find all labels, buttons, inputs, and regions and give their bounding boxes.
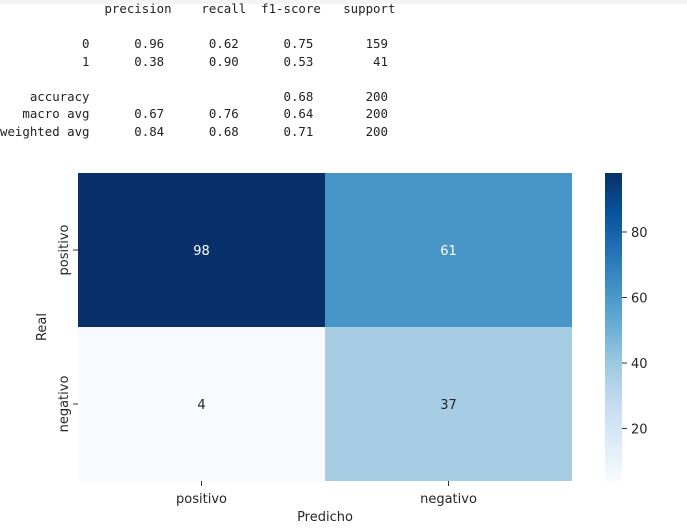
report-cell: 0.53 <box>238 53 314 69</box>
top-border <box>0 0 687 4</box>
heatmap-cell-negativo-positivo <box>78 327 325 481</box>
classification-report: precision recall f1-score support 0 0.96… <box>0 0 395 140</box>
report-cell: 0.71 <box>238 123 314 139</box>
report-row-label: 0 <box>0 36 90 51</box>
cell-value-label: 98 <box>193 244 210 259</box>
report-row-weighted-avg: weighted avg 0.84 0.68 0.71 200 <box>0 123 395 141</box>
report-header-recall: recall <box>201 1 247 16</box>
y-tick-label: negativo <box>57 376 72 433</box>
report-header-precision: precision <box>104 1 172 16</box>
y-axis-label: Real <box>35 313 50 341</box>
heatmap-cell-positivo-positivo <box>78 173 325 327</box>
report-row-0: 0 0.96 0.62 0.75 159 <box>0 35 395 53</box>
report-cell: 200 <box>313 88 388 104</box>
report-cell: 0.38 <box>89 53 165 69</box>
colorbar-tick-label: 20 <box>631 423 648 438</box>
report-header-support: support <box>343 1 396 16</box>
report-header-f1-score: f1-score <box>261 1 321 16</box>
report-cell: 0.68 <box>164 123 239 139</box>
report-cell: 0.96 <box>89 36 165 51</box>
report-row-label: weighted avg <box>0 123 90 139</box>
report-cell: 0.84 <box>89 123 165 139</box>
report-row-macro-avg: macro avg 0.67 0.76 0.64 200 <box>0 105 395 123</box>
report-cell: 200 <box>313 123 388 139</box>
report-cell: 159 <box>313 36 388 51</box>
cell-value-label: 4 <box>197 398 205 413</box>
heatmap-cell-negativo-negativo <box>325 327 572 481</box>
x-axis-label: Predicho <box>297 510 353 525</box>
report-cell: 0.75 <box>238 36 314 51</box>
report-header-line: precision recall f1-score support <box>0 0 395 18</box>
report-cell: 0.90 <box>164 53 239 69</box>
cell-value-label: 37 <box>440 398 457 413</box>
report-row-label: accuracy <box>0 88 90 104</box>
colorbar-tick-label: 40 <box>631 357 648 372</box>
x-tick-label: positivo <box>176 492 227 507</box>
report-cell: 0.76 <box>164 106 239 121</box>
cell-value-label: 61 <box>440 244 457 259</box>
report-row-1: 1 0.38 0.90 0.53 41 <box>0 53 395 71</box>
report-row-accuracy: accuracy 0.68 200 <box>0 88 395 106</box>
colorbar-tick-label: 60 <box>631 292 648 307</box>
report-row-label: macro avg <box>0 106 90 121</box>
heatmap-cell-positivo-negativo <box>325 173 572 327</box>
report-cell: 0.64 <box>238 106 314 121</box>
report-cell: 41 <box>313 53 388 69</box>
report-cell: 0.68 <box>238 88 314 104</box>
report-cell: 0.62 <box>164 36 239 51</box>
y-tick-label: positivo <box>57 224 72 275</box>
colorbar <box>605 173 622 481</box>
report-cell: 0.67 <box>89 106 165 121</box>
x-tick-label: negativo <box>420 492 477 507</box>
report-row-label: 1 <box>0 53 90 69</box>
colorbar-tick-label: 80 <box>631 226 648 241</box>
report-cell: 200 <box>313 106 388 121</box>
